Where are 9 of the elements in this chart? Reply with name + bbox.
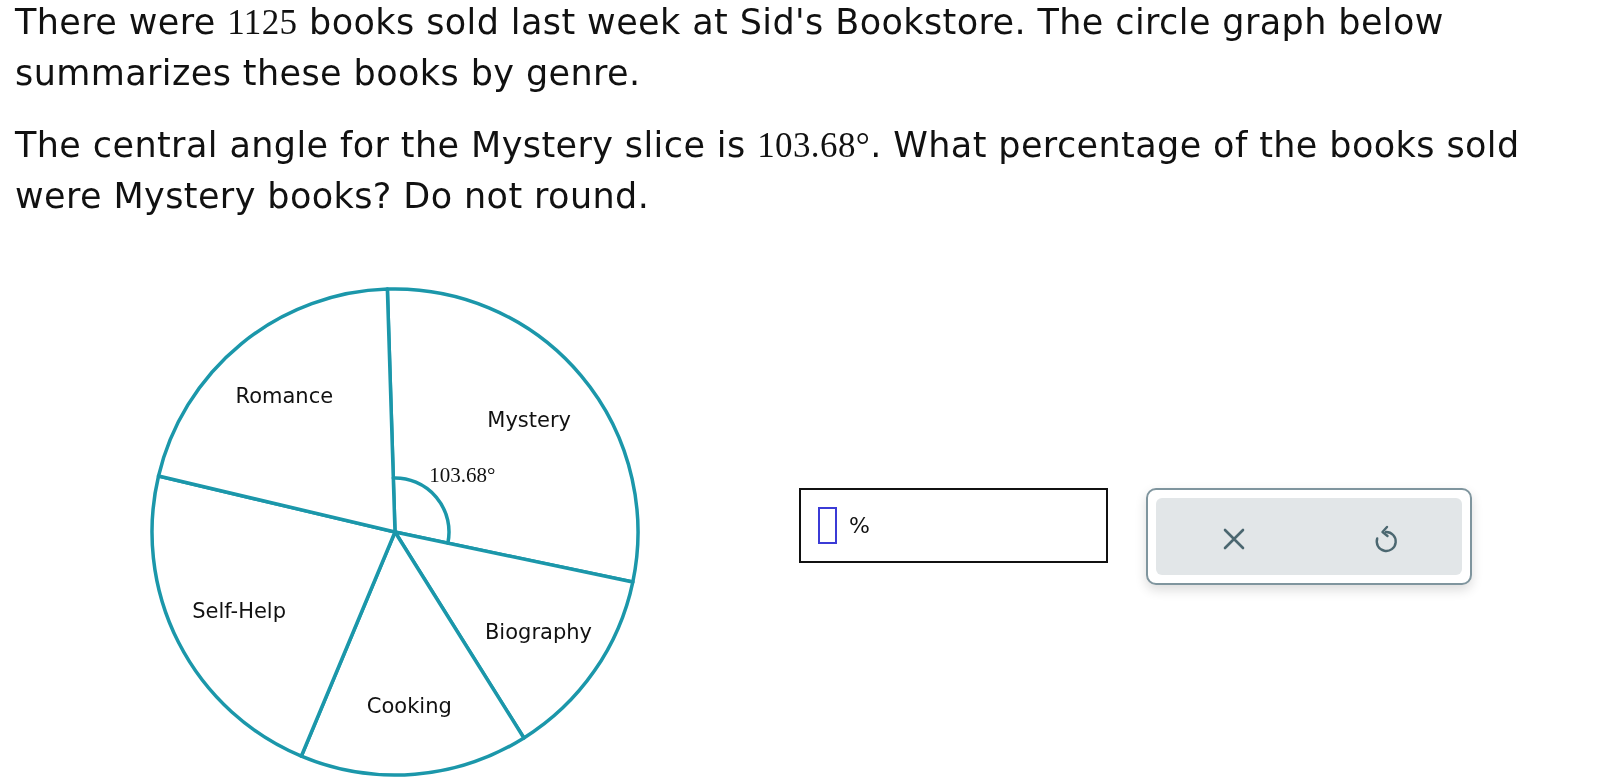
slice-label: Mystery <box>487 407 571 432</box>
text: 103.68° <box>429 463 496 488</box>
slice-label: Self-Help <box>192 599 287 624</box>
text: There were 1125 books sold last week at Sid's Bookstore. The circle graph below summarizes these books by genre. <box>15 1 1445 95</box>
slice-label: Cooking <box>366 694 452 719</box>
slice-label: Biography <box>484 620 592 645</box>
answer-field: % <box>799 488 1108 563</box>
text: The central angle for the Mystery slice is 103.68°. What percentage of the books sold were Mystery books? Do not round. <box>15 125 1520 216</box>
slice-label: Romance <box>235 384 334 409</box>
